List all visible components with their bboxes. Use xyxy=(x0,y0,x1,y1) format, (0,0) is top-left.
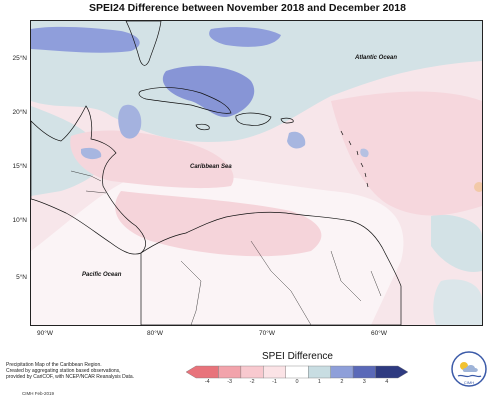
logo-cloud xyxy=(462,365,478,372)
dry-zone-east xyxy=(331,91,482,216)
legend-swatch xyxy=(240,365,264,379)
spei-map xyxy=(31,21,482,325)
cuba-coast xyxy=(138,87,232,114)
atlantic-ocean-label: Atlantic Ocean xyxy=(355,55,398,61)
hispaniola-coast xyxy=(235,112,272,126)
legend-tick-label: 0 xyxy=(295,379,299,385)
dry-zone-central xyxy=(70,130,234,189)
legend-title: SPEI Difference xyxy=(262,351,333,362)
legend-swatch xyxy=(352,365,376,379)
legend-tick-label: -3 xyxy=(227,379,233,385)
footnote: Precipitation Map of the Caribbean Regio… xyxy=(6,362,166,380)
lon-tick-90w: 90°W xyxy=(37,330,53,337)
legend-tick-label: -1 xyxy=(272,379,277,385)
wet-core-honduras xyxy=(81,147,102,160)
footnote-credit: CIMH Feb-2019 xyxy=(22,391,55,396)
legend-tick-label: 2 xyxy=(340,379,344,385)
legend-swatch xyxy=(308,365,331,379)
border-3 xyxy=(180,260,202,325)
footnote-line-3: provided by CariCOF, with NCEP/NCAR Rean… xyxy=(6,374,135,380)
legend-swatch xyxy=(186,365,219,379)
wet-core-north xyxy=(209,27,281,47)
pacific-ocean-label: Pacific Ocean xyxy=(82,272,122,278)
legend-tick-label: 1 xyxy=(317,379,321,385)
central-america-coast xyxy=(31,105,146,255)
border-4 xyxy=(250,240,312,325)
florida-coast xyxy=(125,21,162,66)
legend-swatch xyxy=(263,365,286,379)
legend-ticks: -4 -3 -2 -1 0 1 2 3 4 xyxy=(186,379,408,389)
legend-swatch xyxy=(285,365,309,379)
wet-core-puertorico xyxy=(287,131,306,149)
legend-swatch xyxy=(375,365,408,379)
lat-tick-15n: 15°N xyxy=(12,163,27,170)
footnote-line-1: Precipitation Map of the Caribbean Regio… xyxy=(6,362,102,368)
lesser-antilles xyxy=(340,130,369,188)
lat-tick-25n: 25°N xyxy=(12,55,27,62)
wet-zone-gulf xyxy=(31,106,104,196)
legend-tick-label: -2 xyxy=(249,379,255,385)
dry-zone-caribbean xyxy=(115,191,322,257)
legend-swatch xyxy=(218,365,242,379)
map-title: SPEI24 Difference between November 2018 … xyxy=(89,2,406,14)
border-2 xyxy=(85,190,107,194)
south-america-coast xyxy=(140,211,402,325)
landmasses xyxy=(31,21,402,325)
lat-tick-5n: 5°N xyxy=(16,274,27,281)
lon-tick-60w: 60°W xyxy=(371,330,387,337)
map-panel xyxy=(30,20,483,326)
legend-colorbar xyxy=(186,365,408,379)
caribbean-sea-label: Caribbean Sea xyxy=(190,164,232,170)
edge-marker xyxy=(474,182,482,192)
border-5 xyxy=(330,250,362,302)
lat-tick-20n: 20°N xyxy=(12,109,27,116)
wet-core-antilles xyxy=(360,148,369,158)
border-6 xyxy=(370,270,382,297)
legend-swatch xyxy=(330,365,354,379)
logo-wave xyxy=(457,374,482,378)
lon-tick-70w: 70°W xyxy=(259,330,275,337)
footnote-line-2: Created by aggregating station based obs… xyxy=(6,368,121,374)
jamaica-coast xyxy=(195,123,210,131)
wet-zone-east xyxy=(431,214,482,272)
border-1 xyxy=(70,170,102,182)
wet-core-bahamas xyxy=(162,65,255,118)
legend-tick-label: 4 xyxy=(385,379,389,385)
legend-tick-label: 3 xyxy=(362,379,366,385)
wet-core-yucatan xyxy=(118,104,142,139)
lon-tick-80w: 80°W xyxy=(147,330,163,337)
wet-zone-southeast xyxy=(433,279,482,325)
lat-tick-10n: 10°N xyxy=(12,217,27,224)
wet-band-north xyxy=(31,21,482,142)
puertorico-coast xyxy=(280,117,294,124)
logo-text: CIMH xyxy=(464,380,474,385)
country-borders xyxy=(70,170,382,325)
cimh-logo: CIMH xyxy=(451,351,487,387)
wet-core-northwest xyxy=(31,26,140,53)
legend-tick-label: -4 xyxy=(204,379,210,385)
